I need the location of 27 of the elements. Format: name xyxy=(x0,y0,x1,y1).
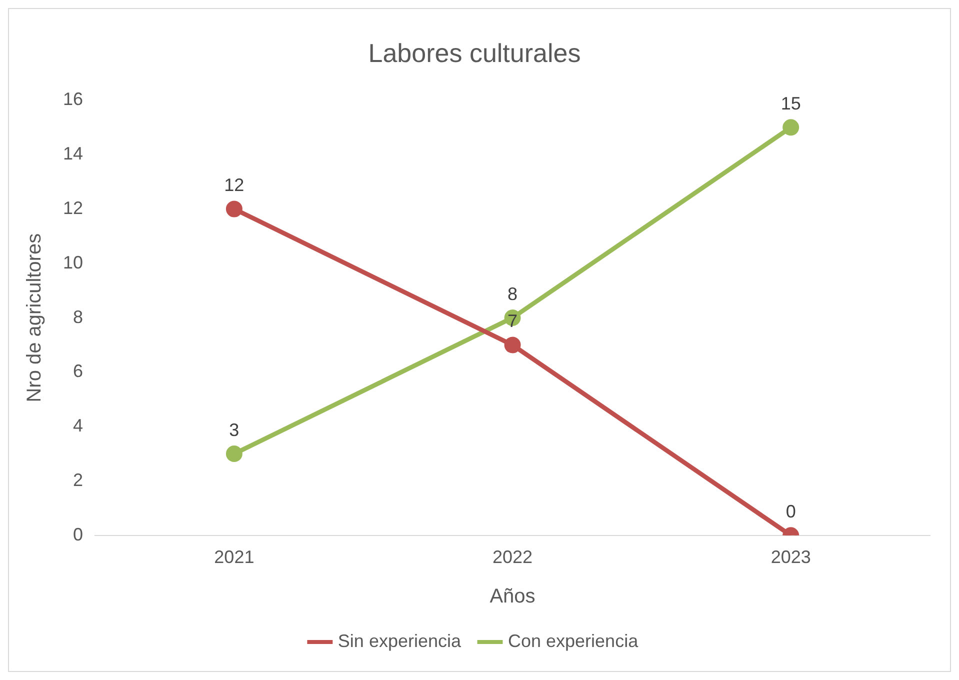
y-tick-label: 6 xyxy=(73,361,84,382)
x-tick-label: 2023 xyxy=(770,547,811,568)
data-label: 12 xyxy=(224,174,244,195)
data-label: 0 xyxy=(786,501,796,522)
point xyxy=(226,200,242,218)
x-axis-title: Años xyxy=(490,586,536,608)
y-tick-label: 10 xyxy=(62,252,84,272)
legend-label: Con experiencia xyxy=(508,630,640,651)
y-axis-title: Nro de agricultores xyxy=(24,233,46,402)
x-tick-label: 2021 xyxy=(214,547,254,568)
y-tick-label: 4 xyxy=(73,416,84,436)
data-label: 15 xyxy=(780,93,801,114)
y-tick-label: 16 xyxy=(62,89,84,110)
y-tick-label: 8 xyxy=(73,306,84,327)
legend-label: Sin experiencia xyxy=(338,630,462,651)
data-label: 7 xyxy=(508,310,518,331)
point xyxy=(226,446,242,462)
x-tick-label: 2022 xyxy=(492,547,533,568)
point xyxy=(782,119,800,136)
y-tick-label: 12 xyxy=(62,198,84,218)
y-tick-label: 0 xyxy=(73,524,84,544)
y-tick-label: 2 xyxy=(73,470,84,490)
data-label: 8 xyxy=(508,284,518,304)
y-tick-label: 14 xyxy=(62,144,84,164)
data-label: 3 xyxy=(229,420,240,440)
chart-title: Labores culturales xyxy=(368,38,581,68)
point xyxy=(504,336,521,354)
